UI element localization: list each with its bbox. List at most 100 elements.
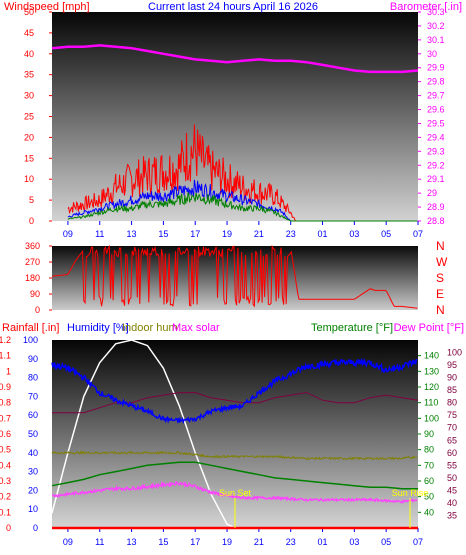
wind-tick-label: 50 xyxy=(24,7,34,17)
rain-tick-label: 0.6 xyxy=(0,429,11,439)
humidity-tick-label: 60 xyxy=(28,410,38,420)
rain-tick-label: 0.8 xyxy=(0,398,11,408)
rain-tick-label: 1.1 xyxy=(0,351,11,361)
rain-tick-label: 0.4 xyxy=(0,460,11,470)
x-tick-label: 13 xyxy=(127,537,137,547)
humidity-tick-label: 40 xyxy=(28,448,38,458)
barometer-label: Barometer [.in] xyxy=(390,1,462,13)
dewpoint-tick-label: 80 xyxy=(447,398,457,408)
temperature-tick-label: 140 xyxy=(424,351,439,361)
rain-tick-label: 0.3 xyxy=(0,476,11,486)
wind-tick-label: 15 xyxy=(24,153,34,163)
temperature-label: Temperature [°F] xyxy=(311,322,393,334)
dewpoint-tick-label: 45 xyxy=(447,485,457,495)
wind-tick-label: 20 xyxy=(24,132,34,142)
humidity-tick-label: 20 xyxy=(28,485,38,495)
humidity-tick-label: 30 xyxy=(28,467,38,477)
wind-tick-label: 25 xyxy=(24,112,34,122)
chart-title: Current last 24 hours April 16 2026 xyxy=(148,1,318,13)
humidity-tick-label: 80 xyxy=(28,373,38,383)
wind-tick-label: 35 xyxy=(24,70,34,80)
barometer-tick-label: 29.9 xyxy=(427,63,445,73)
rain-tick-label: 1.2 xyxy=(0,335,11,345)
temperature-tick-label: 60 xyxy=(424,476,434,486)
compass-label: N xyxy=(436,239,445,253)
direction-tick-label: 180 xyxy=(25,273,40,283)
humidity-tick-label: 100 xyxy=(23,335,38,345)
direction-tick-label: 0 xyxy=(35,305,40,315)
barometer-tick-label: 29.8 xyxy=(427,77,445,87)
wind-tick-label: 10 xyxy=(24,174,34,184)
compass-label: S xyxy=(436,271,444,285)
barometer-tick-label: 28.8 xyxy=(427,216,445,226)
humidity-tick-label: 10 xyxy=(28,504,38,514)
x-tick-label: 23 xyxy=(286,537,296,547)
direction-tick-label: 270 xyxy=(25,257,40,267)
x-tick-label: 01 xyxy=(318,537,328,547)
barometer-tick-label: 30.2 xyxy=(427,21,445,31)
series-dew-point xyxy=(52,392,419,414)
sun-event-label: Sun Rise xyxy=(392,488,429,498)
x-tick-label: 07 xyxy=(413,229,423,239)
rain-tick-label: 0 xyxy=(6,523,11,533)
barometer-tick-label: 29.5 xyxy=(427,118,445,128)
compass-label: E xyxy=(436,287,444,301)
series-temperature xyxy=(51,461,418,490)
direction-tick-label: 360 xyxy=(25,241,40,251)
dewpoint-tick-label: 75 xyxy=(447,410,457,420)
barometer-tick-label: 29 xyxy=(427,188,437,198)
x-tick-label: 09 xyxy=(63,229,73,239)
wind-tick-label: 45 xyxy=(24,28,34,38)
temperature-tick-label: 50 xyxy=(424,492,434,502)
rain-tick-label: 0.5 xyxy=(0,445,11,455)
wind-tick-label: 30 xyxy=(24,91,34,101)
x-tick-label: 21 xyxy=(254,229,264,239)
temperature-tick-label: 90 xyxy=(424,429,434,439)
series-barometer xyxy=(51,44,419,74)
x-tick-label: 11 xyxy=(95,537,104,547)
temperature-tick-label: 70 xyxy=(424,460,434,470)
x-tick-label: 03 xyxy=(349,229,359,239)
temperature-tick-label: 120 xyxy=(424,382,439,392)
series-indoor-hum xyxy=(51,450,418,461)
wind-tick-label: 5 xyxy=(29,195,34,205)
rain-tick-label: 0.9 xyxy=(0,382,11,392)
max-solar-label: Max solar xyxy=(172,322,220,334)
humidity-tick-label: 70 xyxy=(28,391,38,401)
dewpoint-tick-label: 95 xyxy=(447,360,457,370)
compass-label: N xyxy=(436,303,445,317)
humidity-tick-label: 90 xyxy=(28,354,38,364)
rain-tick-label: 0.7 xyxy=(0,413,11,423)
series-solar-2 xyxy=(51,480,418,504)
windspeed-label: Windspeed [mph] xyxy=(4,1,90,13)
rain-tick-label: 1 xyxy=(6,366,11,376)
x-tick-label: 21 xyxy=(254,537,264,547)
barometer-tick-label: 29.2 xyxy=(427,160,445,170)
humidity-tick-label: 0 xyxy=(33,523,38,533)
temperature-tick-label: 110 xyxy=(424,398,438,408)
barometer-tick-label: 29.7 xyxy=(427,91,445,101)
rainfall-label: Rainfall [.in] xyxy=(2,322,59,334)
x-tick-label: 05 xyxy=(381,537,391,547)
barometer-tick-label: 30.3 xyxy=(427,7,445,17)
dewpoint-tick-label: 65 xyxy=(447,435,457,445)
barometer-tick-label: 30 xyxy=(427,49,437,59)
direction-tick-label: 90 xyxy=(30,289,40,299)
barometer-tick-label: 30.1 xyxy=(427,35,445,45)
humidity-label: Humidity [%] xyxy=(67,322,129,334)
x-tick-label: 13 xyxy=(127,229,137,239)
x-tick-label: 19 xyxy=(222,229,232,239)
humidity-tick-label: 50 xyxy=(28,429,38,439)
x-tick-label: 11 xyxy=(95,229,104,239)
temperature-tick-label: 130 xyxy=(424,366,439,376)
dewpoint-tick-label: 35 xyxy=(447,510,457,520)
indoor-hum-label: Indoor hum xyxy=(122,322,178,334)
temperature-tick-label: 100 xyxy=(424,413,439,423)
temperature-tick-label: 40 xyxy=(424,507,434,517)
x-tick-label: 15 xyxy=(158,537,168,547)
rain-tick-label: 0.2 xyxy=(0,492,11,502)
barometer-tick-label: 29.6 xyxy=(427,105,445,115)
x-tick-label: 15 xyxy=(158,229,168,239)
dewpoint-tick-label: 90 xyxy=(447,373,457,383)
